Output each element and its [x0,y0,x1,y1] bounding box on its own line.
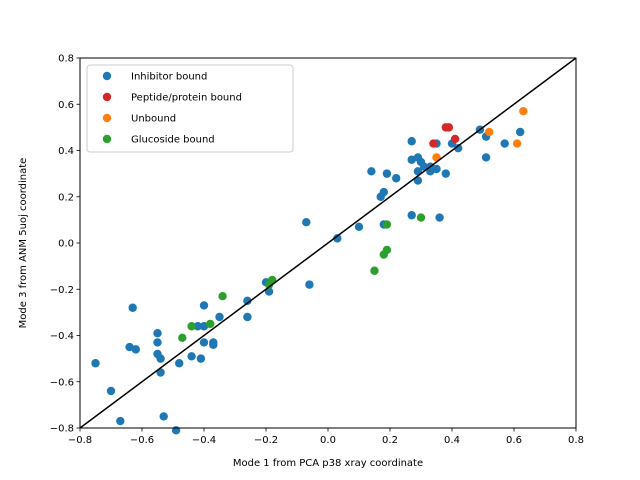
x-tick-label: −0.2 [254,435,278,446]
data-point [485,127,494,137]
data-point [392,174,401,183]
data-point [519,106,528,116]
data-point [435,213,444,222]
data-point [171,426,181,435]
data-point [116,416,125,426]
data-point [500,139,509,148]
data-point [512,139,522,148]
legend-label: Inhibitor bound [131,72,207,83]
x-tick-label: −0.6 [130,435,154,446]
data-point [441,169,450,178]
data-point [382,220,392,229]
data-point [419,162,429,171]
data-point [159,412,168,421]
data-point [416,213,426,222]
x-tick-label: 0.0 [320,435,336,446]
data-point [333,234,342,243]
data-point [444,123,454,132]
y-tick-label: −0.6 [50,377,74,388]
y-tick-label: 0.2 [58,192,74,203]
data-point [91,359,100,368]
y-tick-label: −0.2 [50,285,74,296]
data-point [199,338,209,347]
data-point [178,333,187,343]
data-point [516,127,525,137]
legend-label: Unbound [131,114,176,125]
data-point [196,354,206,363]
legend-marker [102,71,112,81]
data-point [370,266,379,275]
reference-line [79,57,577,429]
data-point [354,222,364,232]
data-point [407,137,416,146]
legend-box [86,64,294,153]
y-tick-label: −0.4 [50,331,74,342]
x-axis-label: Mode 1 from PCA p38 xray coordinate [233,458,423,469]
y-tick-label: 0.6 [58,100,74,111]
data-point [413,176,423,185]
y-axis-ticks: −0.8 −0.6 −0.4 −0.2 0.0 0.2 0.4 0.6 0.8 [50,54,80,435]
data-point [215,312,224,322]
data-point [209,340,218,349]
data-point [432,153,441,162]
data-point [243,296,252,306]
data-point [382,169,392,178]
legend: Inhibitor bound Peptide/protein bound Unbo… [86,64,294,153]
x-tick-label: 0.2 [382,435,398,446]
data-point [264,280,274,289]
data-point [454,143,463,153]
x-tick-label: 0.4 [444,435,460,446]
data-point [153,328,162,338]
data-point [175,359,184,368]
y-tick-label: 0.0 [58,239,74,250]
data-point [156,368,165,377]
data-point [305,280,314,289]
plot-points [91,106,528,435]
data-point [367,167,376,176]
data-point [379,187,388,197]
data-point [156,354,165,363]
x-tick-label: 0.6 [506,435,522,446]
data-point [382,245,392,255]
data-point [187,352,196,361]
data-point [429,139,438,148]
data-point [432,164,441,174]
data-point [106,386,116,396]
legend-marker [102,134,112,144]
data-point [264,287,274,296]
legend-label: Peptide/protein bound [131,93,242,104]
data-point [413,167,423,176]
legend-marker [102,92,112,102]
data-point [243,312,252,322]
y-tick-label: 0.4 [58,146,74,157]
data-point [128,303,137,312]
x-tick-label: −0.4 [192,435,216,446]
legend-label: Glucoside bound [131,135,215,146]
x-tick-label: 0.8 [568,435,584,446]
data-point [218,291,227,301]
data-point [193,322,202,331]
y-axis-label: Mode 3 from ANM 5uoj coordinate [18,158,29,329]
x-tick-label: −0.8 [68,435,92,446]
legend-marker [102,113,112,123]
y-tick-label: 0.8 [58,54,74,65]
data-point [153,338,162,347]
data-point [407,211,416,220]
data-point [302,217,311,227]
reference-line-group [79,57,577,429]
data-point [131,345,140,354]
data-point [199,301,209,310]
data-point [481,153,491,162]
y-tick-label: −0.8 [50,424,74,435]
data-point [450,134,460,144]
data-point [206,319,215,329]
x-axis-ticks: −0.8 −0.6 −0.4 −0.2 0.0 0.2 0.4 0.6 0.8 [68,428,584,446]
data-point [187,322,196,331]
